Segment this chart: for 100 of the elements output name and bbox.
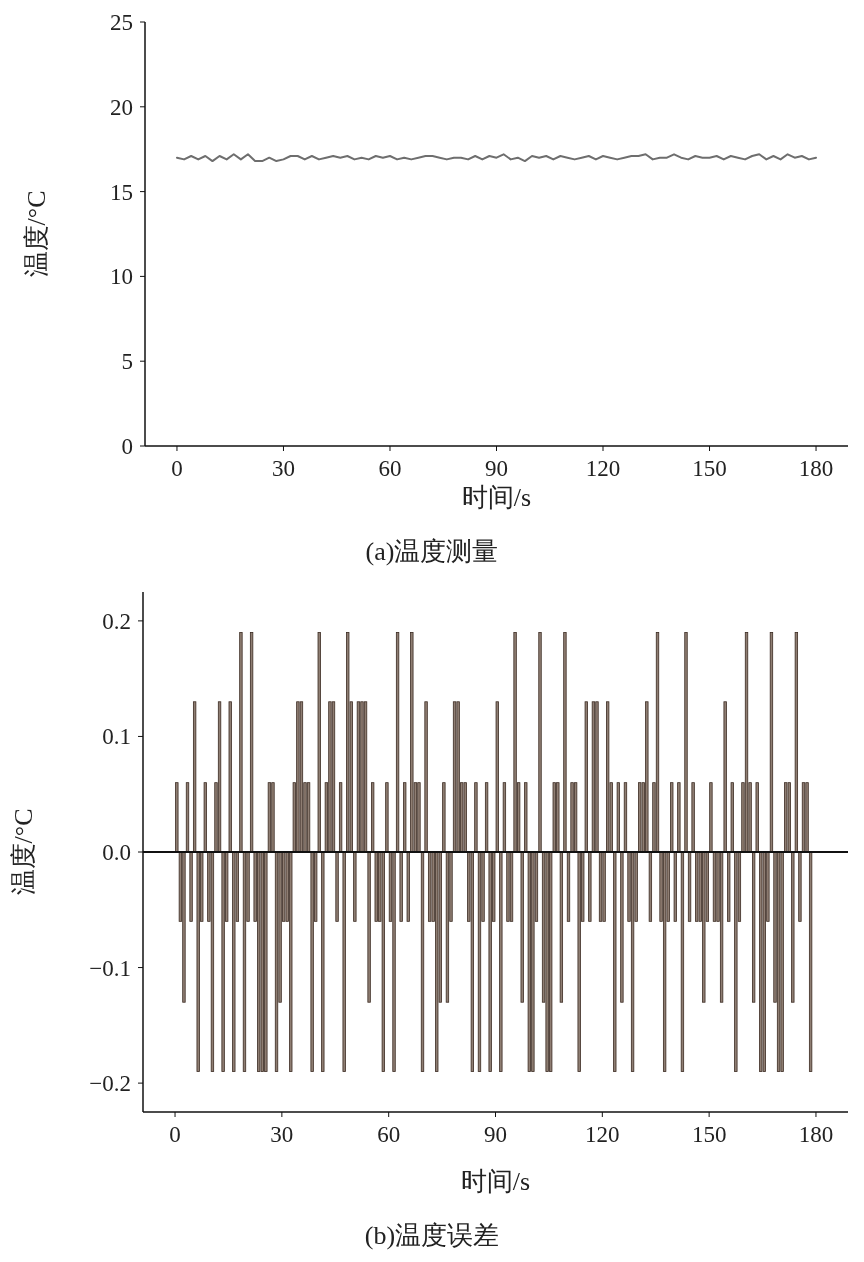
bar: [217, 701, 222, 853]
y-tick-label: −0.2: [89, 1071, 131, 1097]
bar: [477, 851, 482, 1072]
bar: [495, 701, 499, 853]
x-tick-label: 30: [270, 1122, 294, 1147]
bar: [645, 701, 649, 853]
bar: [356, 701, 361, 853]
text: (b)温度误差: [364, 1221, 500, 1250]
bar: [791, 851, 795, 1003]
bar: [196, 851, 200, 1072]
bar: [445, 851, 450, 1003]
bar: [189, 851, 193, 922]
y-tick-label: 10: [110, 264, 133, 290]
bar: [762, 851, 766, 1072]
bar: [573, 782, 578, 853]
bar: [780, 851, 784, 1072]
bar: [684, 632, 688, 853]
y-tick-label: 15: [110, 179, 133, 205]
bar: [484, 782, 489, 853]
bar: [185, 782, 190, 853]
text: (a)温度测量: [365, 537, 499, 566]
bar: [606, 701, 610, 853]
bar: [463, 782, 467, 853]
y-tick-label: 5: [121, 349, 133, 375]
bar: [427, 851, 432, 922]
bar: [363, 701, 368, 853]
bar: [584, 701, 588, 853]
bar: [630, 851, 635, 1072]
bar: [331, 701, 336, 853]
bar: [228, 701, 232, 853]
bar: [385, 782, 389, 853]
y-tick-label: −0.1: [89, 955, 131, 981]
bar: [346, 632, 350, 853]
bar: [723, 701, 727, 853]
bar: [695, 851, 699, 922]
bar: [371, 782, 375, 853]
x-tick-label: 120: [585, 1122, 620, 1147]
bar: [755, 782, 759, 853]
bar: [395, 632, 400, 853]
bar: [702, 851, 706, 1003]
bar: [257, 851, 261, 1072]
bar: [435, 851, 439, 1072]
x-tick-label: 180: [798, 1122, 834, 1147]
bar: [648, 851, 653, 922]
bar: [242, 851, 247, 1072]
x-axis-title: 时间/s: [460, 1167, 531, 1196]
bar: [274, 851, 279, 1072]
x-tick-label: 150: [691, 1122, 727, 1147]
bar: [620, 851, 624, 1003]
bar: [591, 701, 596, 853]
bar: [310, 851, 314, 1072]
bar: [317, 632, 321, 853]
bar: [545, 851, 549, 1072]
bar: [794, 632, 799, 853]
bar: [598, 851, 603, 922]
x-tick-label: 120: [585, 456, 621, 481]
bar: [524, 782, 528, 853]
bar: [563, 632, 567, 853]
bar: [734, 851, 738, 1072]
bar: [470, 851, 474, 1072]
x-tick-label: 30: [271, 456, 295, 481]
bar: [531, 851, 535, 1072]
x-tick-label: 0: [171, 456, 183, 481]
bar: [549, 851, 553, 1072]
bar: [406, 851, 410, 922]
bar: [175, 782, 179, 853]
bar: [221, 851, 225, 1072]
bar: [670, 782, 674, 853]
bar: [335, 851, 339, 922]
y-tick-label: 0.0: [102, 840, 131, 865]
bar: [192, 701, 197, 853]
bar: [613, 851, 617, 1072]
x-tick-label: 180: [798, 456, 834, 481]
bar: [691, 782, 695, 853]
bar: [417, 782, 421, 853]
y-tick-label: 0.1: [102, 724, 131, 750]
x-tick-label: 0: [169, 1122, 181, 1147]
bar: [570, 782, 574, 853]
y-tick-label: 25: [110, 10, 133, 35]
bar: [296, 701, 300, 853]
bar: [210, 851, 215, 1072]
y-tick-label: 0: [121, 434, 133, 459]
bar: [367, 851, 371, 1003]
bar: [456, 701, 460, 853]
bar: [424, 701, 428, 853]
bar: [513, 632, 517, 853]
bar: [805, 782, 809, 853]
bar: [203, 782, 207, 853]
bar: [474, 782, 478, 853]
bar: [264, 851, 268, 1072]
bar: [727, 851, 731, 922]
bar: [442, 782, 446, 853]
bar: [392, 851, 396, 1072]
bar: [509, 851, 514, 922]
bar: [673, 851, 677, 922]
bar: [506, 851, 510, 922]
bar: [677, 782, 681, 853]
bar: [719, 851, 724, 1003]
bar: [712, 851, 717, 922]
bar: [616, 782, 620, 853]
